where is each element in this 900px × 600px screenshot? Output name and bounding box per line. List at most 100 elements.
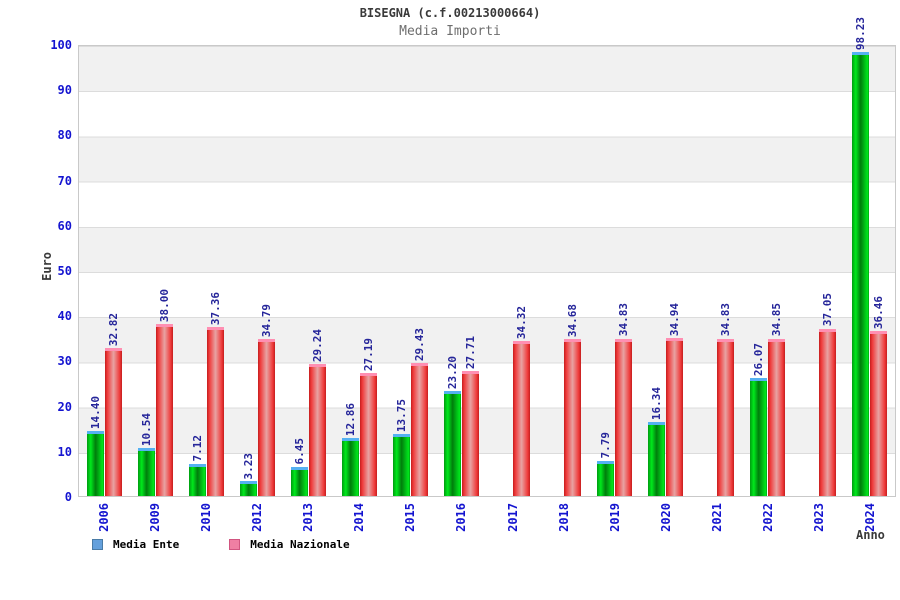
bar-group-2012: 3.23 34.79 xyxy=(232,46,283,496)
media-nazionale-value-label-2017: 34.32 xyxy=(514,305,528,339)
media-nazionale-bar-2018: 34.68 xyxy=(564,304,581,496)
media-nazionale-bar-2016: 27.71 xyxy=(462,336,479,496)
media-ente-bar-2012: 3.23 xyxy=(240,453,257,496)
media-nazionale-value-label-2012: 34.79 xyxy=(259,303,273,337)
x-tick-2021: 2021 xyxy=(710,503,725,532)
media-nazionale-bar-2015: 29.43 xyxy=(411,328,428,496)
media-nazionale-value-label-2010: 37.36 xyxy=(208,291,222,326)
x-tick-cell-2013: 2013 xyxy=(283,503,334,539)
media-nazionale-value-label-2024: 36.46 xyxy=(871,296,885,330)
media-ente-value-label-2022: 26.07 xyxy=(751,343,765,377)
bar-group-2024: 98.23 36.46 xyxy=(844,17,895,496)
x-tick-2018: 2018 xyxy=(556,503,571,532)
x-tick-cell-2019: 2019 xyxy=(589,503,640,539)
y-axis-title: Euro xyxy=(40,252,54,281)
legend-item-media-nazionale: Media Nazionale xyxy=(229,538,350,551)
media-nazionale-value-label-2022: 34.85 xyxy=(769,303,783,337)
media-ente-value-label-2006: 14.40 xyxy=(88,395,102,429)
media-ente-bar-2019: 7.79 xyxy=(597,432,614,496)
x-tick-cell-2023: 2023 xyxy=(794,503,845,539)
x-tick-cell-2016: 2016 xyxy=(436,503,487,539)
y-tick-90: 90 xyxy=(57,83,72,98)
media-nazionale-value-label-2014: 27.19 xyxy=(361,337,375,372)
chart-subtitle: Media Importi xyxy=(399,24,501,39)
media-ente-value-label-2015: 13.75 xyxy=(394,398,408,432)
media-ente-bar-2022: 26.07 xyxy=(750,343,767,496)
bar-group-2021: 34.83 xyxy=(691,46,742,496)
x-tick-cell-2015: 2015 xyxy=(385,503,436,539)
media-nazionale-value-label-2006: 32.82 xyxy=(106,312,120,346)
media-nazionale-value-label-2016: 27.71 xyxy=(463,335,477,369)
media-nazionale-bar-2019: 34.83 xyxy=(615,303,632,496)
x-axis-tick-labels: 2006 2009 2010 2012 2013 2014 2015 2016 2017 2018… xyxy=(78,503,896,539)
x-tick-2009: 2009 xyxy=(147,503,162,532)
bar-groups: 14.40 32.82 10.54 38.00 7.12 37.36 3.23 34.79 6.… xyxy=(79,17,895,496)
x-tick-2019: 2019 xyxy=(607,503,622,532)
x-tick-cell-2010: 2010 xyxy=(180,503,231,539)
x-tick-cell-2022: 2022 xyxy=(743,503,794,539)
media-ente-bar-2010: 7.12 xyxy=(189,435,206,496)
media-ente-bar-2009: 10.54 xyxy=(138,413,155,496)
bar-group-2019: 7.79 34.83 xyxy=(589,46,640,496)
bar-group-2015: 13.75 29.43 xyxy=(385,46,436,496)
x-tick-2006: 2006 xyxy=(96,503,111,532)
bar-group-2009: 10.54 38.00 xyxy=(130,46,181,496)
x-tick-cell-2006: 2006 xyxy=(78,503,129,539)
bar-group-2010: 7.12 37.36 xyxy=(181,46,232,496)
media-ente-bar-2006: 14.40 xyxy=(87,396,104,496)
media-nazionale-value-label-2019: 34.83 xyxy=(616,303,630,337)
media-ente-value-label-2010: 7.12 xyxy=(190,435,204,462)
media-ente-value-label-2012: 3.23 xyxy=(241,452,255,480)
legend-item-media-ente: Media Ente xyxy=(92,538,179,551)
bar-group-2013: 6.45 29.24 xyxy=(283,46,334,496)
x-tick-2013: 2013 xyxy=(301,503,316,532)
media-ente-value-label-2009: 10.54 xyxy=(139,413,153,447)
media-ente-value-label-2013: 6.45 xyxy=(292,438,306,465)
media-ente-value-label-2019: 7.79 xyxy=(598,432,612,459)
media-nazionale-value-label-2015: 29.43 xyxy=(412,327,426,361)
x-axis-title: Anno xyxy=(856,528,885,542)
media-ente-bar-2016: 23.20 xyxy=(444,356,461,496)
media-nazionale-bar-2006: 32.82 xyxy=(105,313,122,496)
x-tick-2022: 2022 xyxy=(761,503,776,532)
y-tick-50: 50 xyxy=(57,264,72,278)
plot-area: 14.40 32.82 10.54 38.00 7.12 37.36 3.23 34.79 6.… xyxy=(78,17,896,497)
media-nazionale-value-label-2013: 29.24 xyxy=(310,328,324,362)
bar-group-2016: 23.20 27.71 xyxy=(436,46,487,496)
x-tick-2016: 2016 xyxy=(454,503,469,532)
media-nazionale-bar-2023: 37.05 xyxy=(819,293,836,496)
media-ente-bar-2020: 16.34 xyxy=(648,387,665,496)
x-tick-2010: 2010 xyxy=(198,503,213,532)
media-nazionale-bar-2021: 34.83 xyxy=(717,303,734,496)
y-tick-100: 100 xyxy=(50,38,72,52)
bar-group-2017: 34.32 xyxy=(487,46,538,496)
y-tick-30: 30 xyxy=(57,354,72,369)
x-tick-2014: 2014 xyxy=(352,503,367,532)
media-ente-value-label-2014: 12.86 xyxy=(343,402,357,436)
y-tick-0: 0 xyxy=(64,490,72,504)
media-ente-bar-2014: 12.86 xyxy=(342,403,359,496)
legend-label-media-nazionale: Media Nazionale xyxy=(250,538,350,551)
media-ente-value-label-2024: 98.23 xyxy=(853,16,867,50)
media-nazionale-swatch-icon xyxy=(229,539,241,550)
media-nazionale-value-label-2009: 38.00 xyxy=(157,289,171,323)
bar-group-2014: 12.86 27.19 xyxy=(334,46,385,496)
chart-title: BISEGNA (c.f.00213000664) xyxy=(359,6,541,20)
media-ente-swatch-icon xyxy=(92,539,103,550)
y-tick-40: 40 xyxy=(57,309,72,324)
bar-group-2020: 16.34 34.94 xyxy=(640,46,691,496)
media-nazionale-value-label-2021: 34.83 xyxy=(718,303,732,337)
legend-label-media-ente: Media Ente xyxy=(113,538,180,551)
x-tick-cell-2021: 2021 xyxy=(692,503,743,539)
media-nazionale-bar-2013: 29.24 xyxy=(309,329,326,496)
media-nazionale-bar-2014: 27.19 xyxy=(360,338,377,496)
bar-group-2022: 26.07 34.85 xyxy=(742,46,793,496)
media-ente-value-label-2016: 23.20 xyxy=(445,355,459,390)
media-ente-bar-2024: 98.23 xyxy=(852,17,869,496)
media-nazionale-bar-2017: 34.32 xyxy=(513,306,530,496)
media-nazionale-bar-2012: 34.79 xyxy=(258,304,275,496)
y-tick-60: 60 xyxy=(57,218,72,233)
x-tick-2020: 2020 xyxy=(658,503,673,532)
media-nazionale-value-label-2023: 37.05 xyxy=(820,293,834,327)
